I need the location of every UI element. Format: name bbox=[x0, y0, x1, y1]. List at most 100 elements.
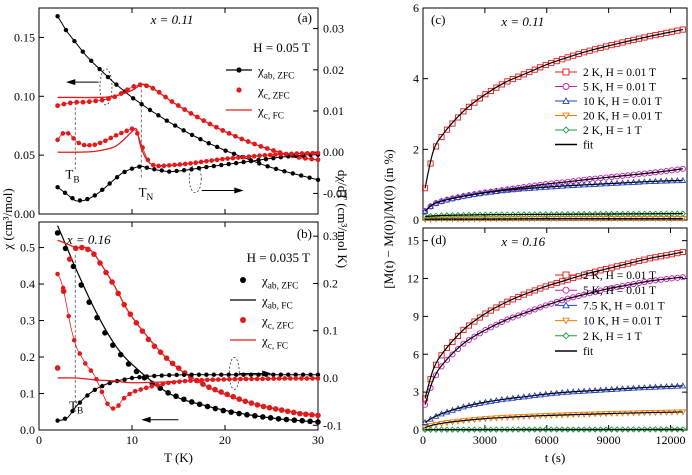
panel-b-chi-c-zfc-point bbox=[315, 412, 321, 419]
panel-a-legend-marker bbox=[236, 87, 242, 93]
panel-c-legend-label: 20 K, H = 0.01 T bbox=[583, 111, 662, 123]
panel-d-series-1-point bbox=[432, 372, 440, 379]
panel-b-dchi-c-zfc-point bbox=[160, 381, 166, 387]
panel-b-dchi-c-zfc-point bbox=[110, 406, 116, 411]
panel-b-dchi-ab-point bbox=[144, 374, 150, 379]
panel-a-chi-ab-zfc-point bbox=[55, 14, 60, 19]
panel-b-dchi-c-zfc-point bbox=[315, 376, 321, 381]
panel-b-dchi-c-zfc-point bbox=[287, 376, 293, 381]
panel-b-dchi-ab-point bbox=[226, 372, 231, 377]
panel-b-dchi-ab-point bbox=[167, 372, 172, 378]
panel-b-chi-c-zfc-point bbox=[284, 408, 291, 415]
panel-c-legend-label: fit bbox=[583, 140, 594, 152]
panel-a-ellipse-left bbox=[99, 68, 113, 106]
panel-a-dchi-c-zfc-point bbox=[193, 160, 199, 165]
panel-c-series-4-point bbox=[652, 210, 659, 218]
panel-a-chi-ab-zfc-point bbox=[315, 177, 321, 183]
panel-d-series-1-point bbox=[520, 310, 527, 317]
panel-b-dchi-c-zfc-point bbox=[276, 376, 282, 381]
panel-a-tn-label-main: T bbox=[139, 184, 147, 199]
panel-a-y2tick-label: 0.02 bbox=[323, 63, 344, 77]
panel-a-chi-ab-zfc-point bbox=[139, 101, 144, 107]
panel-d-series-1-point bbox=[482, 326, 489, 334]
panel-a-dchi-ab-point bbox=[152, 167, 157, 172]
panel-c-series-0-point bbox=[476, 95, 483, 102]
panel-d-series-4-point bbox=[537, 426, 544, 433]
panel-b-chi-c-zfc-point bbox=[206, 384, 212, 391]
panel-a-arrow-left-head bbox=[65, 79, 76, 86]
panel-a-label: (a) bbox=[298, 10, 312, 25]
panel-d-series-1-point bbox=[443, 356, 451, 363]
panel-d-series-1-point bbox=[559, 297, 566, 304]
panel-b-chi-c-zfc-point bbox=[85, 246, 91, 253]
panel-b-chi-ab-zfc-point bbox=[117, 351, 124, 358]
panel-b-dchi-c-zfc-point bbox=[199, 377, 204, 383]
panel-a-chi-c-zfc-point bbox=[213, 124, 219, 130]
panel-c-ytick-label: 4 bbox=[413, 72, 419, 86]
panel-a-dchi-c-zfc-point bbox=[76, 140, 82, 146]
panel-c-series-4-point bbox=[537, 211, 544, 218]
panel-b-xtick-label: 10 bbox=[126, 433, 138, 447]
panel-c-series-4-point bbox=[630, 210, 637, 218]
panel-a-chi-c-zfc-point bbox=[112, 94, 118, 100]
panel-b-dchi-c-zfc-point bbox=[210, 377, 216, 383]
panel-a-chi-c-zfc-point bbox=[239, 136, 245, 142]
panel-d-xtick-label: 3000 bbox=[473, 433, 497, 447]
panel-b-chi-ab-zfc-point bbox=[133, 368, 140, 375]
panel-a-chi-ab-zfc-point bbox=[63, 27, 69, 33]
panel-a-dchi-c-zfc-point bbox=[283, 151, 289, 157]
panel-b-dchi-c-zfc-point bbox=[243, 376, 249, 382]
panel-a-dchi-c-zfc-point bbox=[166, 163, 172, 168]
panel-d-axes: 0 3000 6000 9000 12000 0 3 6 9 12 15 (d) x = 0.16 bbox=[407, 227, 688, 447]
panel-d-series-4-point bbox=[613, 426, 621, 433]
panel-a-chi-ab-zfc-point bbox=[307, 175, 312, 180]
panel-a-dchi-c-zfc-point bbox=[97, 140, 103, 146]
panel-d-series-4-point bbox=[454, 426, 462, 433]
panel-a-dchi-c-zfc-point bbox=[267, 152, 273, 158]
panel-a-dchi-ab-point bbox=[85, 196, 90, 202]
panel-a-chi-ab-zfc-point bbox=[206, 141, 211, 146]
panel-c-series-4-point bbox=[438, 212, 445, 219]
panel-d-ytick-label: 6 bbox=[413, 347, 419, 361]
panel-b-dchi-c-zfc-point bbox=[99, 389, 105, 395]
panel-a-dchi-c-zfc-point bbox=[108, 135, 114, 141]
panel-a-dchi-ab-point bbox=[204, 164, 209, 170]
panel-a-chi-c-zfc-point bbox=[271, 148, 276, 153]
panel-a-dchi-c-zfc-point bbox=[65, 131, 71, 136]
panel-c-series-4-point bbox=[493, 211, 500, 218]
panel-b-dchi-ab-point bbox=[271, 372, 276, 377]
panel-d-series-1-point bbox=[498, 318, 505, 325]
panel-b-dchi-c-zfc-point bbox=[265, 376, 271, 382]
panel-c-series-4-point bbox=[558, 211, 566, 218]
panel-a-legend-label-main: χ bbox=[257, 83, 264, 98]
panel-a-ytick-label: 0.10 bbox=[14, 89, 35, 103]
panel-b-dchi-ab-point bbox=[159, 373, 164, 378]
panel-a-series-dchi-ab-line bbox=[57, 154, 319, 202]
panel-b-dchi-c-zfc-point bbox=[171, 379, 177, 385]
panel-b-chi-ab-zfc-point bbox=[94, 314, 100, 321]
panel-c-series-4-point bbox=[619, 210, 626, 218]
panel-a-chi-c-zfc-point bbox=[86, 99, 92, 105]
panel-d-series-1-point bbox=[493, 321, 500, 328]
panel-a-dchi-ab-point bbox=[256, 157, 261, 163]
panel-b-dchi-c-zfc-point bbox=[166, 380, 171, 386]
panel-b-x-param: x = 0.16 bbox=[66, 232, 111, 247]
panel-b-dchi-c-zfc-point bbox=[271, 376, 276, 381]
panel-b-chi-ab-zfc-point bbox=[291, 417, 298, 423]
panel-a-dchi-c-zfc-point bbox=[135, 131, 140, 136]
panel-b-dchi-ab-point bbox=[152, 373, 157, 379]
panel-b-chi-c-zfc-point bbox=[242, 398, 249, 405]
panel-b-chi-ab-zfc-point bbox=[252, 413, 258, 419]
panel-a-dchi-c-zfc-point bbox=[241, 154, 246, 160]
panel-a-dchi-c-zfc-point bbox=[172, 162, 177, 168]
panel-c-legend-label: 10 K, H = 0.01 T bbox=[583, 96, 662, 108]
panel-d-series-4-point bbox=[657, 426, 665, 433]
panel-a-y2tick-label: -0.01 bbox=[323, 186, 348, 200]
panel-a-chi-c-zfc-point bbox=[80, 99, 86, 105]
panel-b-dchi-ab-point bbox=[85, 393, 90, 398]
panel-b-dchi-c-zfc-point bbox=[249, 376, 254, 382]
panel-c-series-4-point bbox=[449, 212, 456, 219]
panel-a-dchi-ab-point bbox=[174, 168, 179, 174]
panel-b-chi-c-zfc-point bbox=[236, 396, 243, 402]
panel-c-legend-marker bbox=[562, 126, 570, 134]
